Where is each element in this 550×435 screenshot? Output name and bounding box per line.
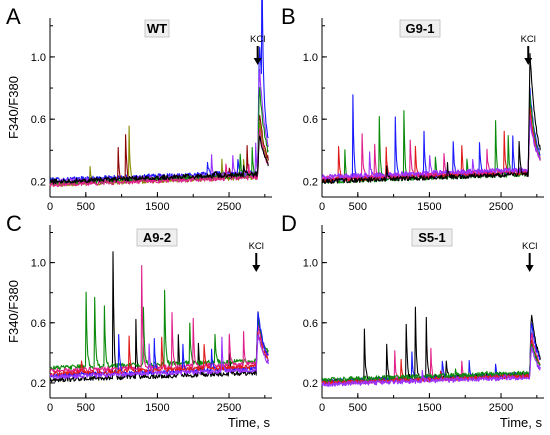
x-tick-label: 500 — [77, 201, 95, 213]
panel-title-box-c — [136, 228, 178, 247]
y-tick-label: 1.0 — [303, 52, 318, 64]
trace-line-b-6 — [321, 53, 541, 185]
y-tick-label: 0.6 — [303, 318, 318, 330]
panel-d: D 0.2 0.6 1.0 0 500 1500 2500 S5-1 KCl Time, s — [281, 211, 544, 430]
x-tick-label: 0 — [47, 402, 53, 414]
trace-line-d-1 — [321, 306, 541, 384]
x-tick-label: 1500 — [417, 402, 441, 414]
x-tick-label: 2500 — [217, 402, 241, 414]
trace-line-c-6 — [49, 334, 269, 380]
y-tick-label: 0.6 — [303, 114, 318, 126]
trace-line-d-6 — [321, 346, 541, 387]
panel-letter-d: D — [281, 211, 297, 236]
panel-title-d: S5-1 — [418, 230, 445, 245]
panel-title-c: A9-2 — [143, 230, 171, 245]
y-axis-label-a: F340/F380 — [6, 76, 21, 139]
y-tick-label: 1.0 — [31, 258, 46, 270]
trace-line-c-3 — [49, 264, 269, 374]
traces-a — [49, 0, 269, 188]
trace-line-a-5 — [49, 87, 269, 186]
panel-c: C 0.2 0.6 1.0 0 500 1500 2500 A9-2 KCl F340/F380 Ti… — [6, 211, 272, 430]
x-tick-label: 500 — [77, 402, 95, 414]
y-tick-label: 0.6 — [31, 318, 46, 330]
x-tick-label: 2500 — [217, 201, 241, 213]
y-axis-label-c: F340/F380 — [6, 280, 21, 343]
panel-letter-a: A — [6, 4, 21, 29]
y-tick-label: 0.6 — [31, 114, 46, 126]
kcl-arrow-icon — [524, 58, 533, 65]
traces-d — [321, 306, 541, 387]
trace-line-a-4 — [49, 68, 269, 184]
panel-letter-b: B — [281, 4, 296, 29]
x-tick-label: 1500 — [417, 201, 441, 213]
x-tick-label: 500 — [349, 201, 367, 213]
y-tick-label: 1.0 — [31, 52, 46, 64]
kcl-label-a: KCl — [250, 34, 265, 45]
x-axis-label-d: Time, s — [500, 415, 543, 430]
trace-line-b-4 — [321, 114, 541, 181]
panel-title-box-a — [144, 19, 170, 38]
panel-title-a: WT — [147, 21, 167, 36]
y-tick-label: 0.2 — [303, 176, 318, 188]
panel-title-b: G9-1 — [406, 21, 435, 36]
x-tick-label: 500 — [349, 402, 367, 414]
panel-title-box-d — [411, 228, 453, 247]
x-tick-label: 2500 — [489, 201, 513, 213]
y-tick-label: 0.2 — [31, 176, 46, 188]
trace-line-b-5 — [321, 119, 541, 180]
trace-line-c-1 — [49, 251, 269, 383]
kcl-arrow-icon — [525, 265, 534, 272]
x-axis-label-c: Time, s — [228, 415, 271, 430]
trace-line-a-7 — [49, 135, 269, 185]
traces-c — [49, 251, 269, 383]
panel-b: B 0.2 0.6 1.0 0 500 1500 2500 G9-1 KCl — [281, 4, 544, 213]
kcl-arrow-icon — [252, 265, 261, 272]
x-tick-label: 1500 — [145, 402, 169, 414]
kcl-label-c: KCl — [249, 241, 264, 252]
y-tick-label: 0.2 — [31, 378, 46, 390]
y-tick-label: 0.2 — [303, 378, 318, 390]
panel-title-box-b — [399, 19, 441, 38]
x-tick-label: 1500 — [145, 201, 169, 213]
trace-line-c-2 — [49, 289, 269, 371]
trace-line-d-5 — [321, 343, 541, 383]
kcl-label-b: KCl — [521, 34, 536, 45]
kcl-arrow-icon — [253, 58, 262, 65]
y-tick-label: 1.0 — [303, 258, 318, 270]
kcl-label-d: KCl — [522, 241, 537, 252]
x-tick-label: 2500 — [489, 402, 513, 414]
panel-a: A 0.2 0.6 1.0 0 500 1500 2500 WT KCl F340/F380 — [6, 0, 272, 213]
traces-b — [321, 53, 541, 185]
x-tick-label: 0 — [319, 201, 325, 213]
x-tick-label: 0 — [47, 201, 53, 213]
x-tick-label: 0 — [319, 402, 325, 414]
panel-letter-c: C — [6, 211, 22, 236]
trace-line-a-6 — [49, 128, 269, 188]
